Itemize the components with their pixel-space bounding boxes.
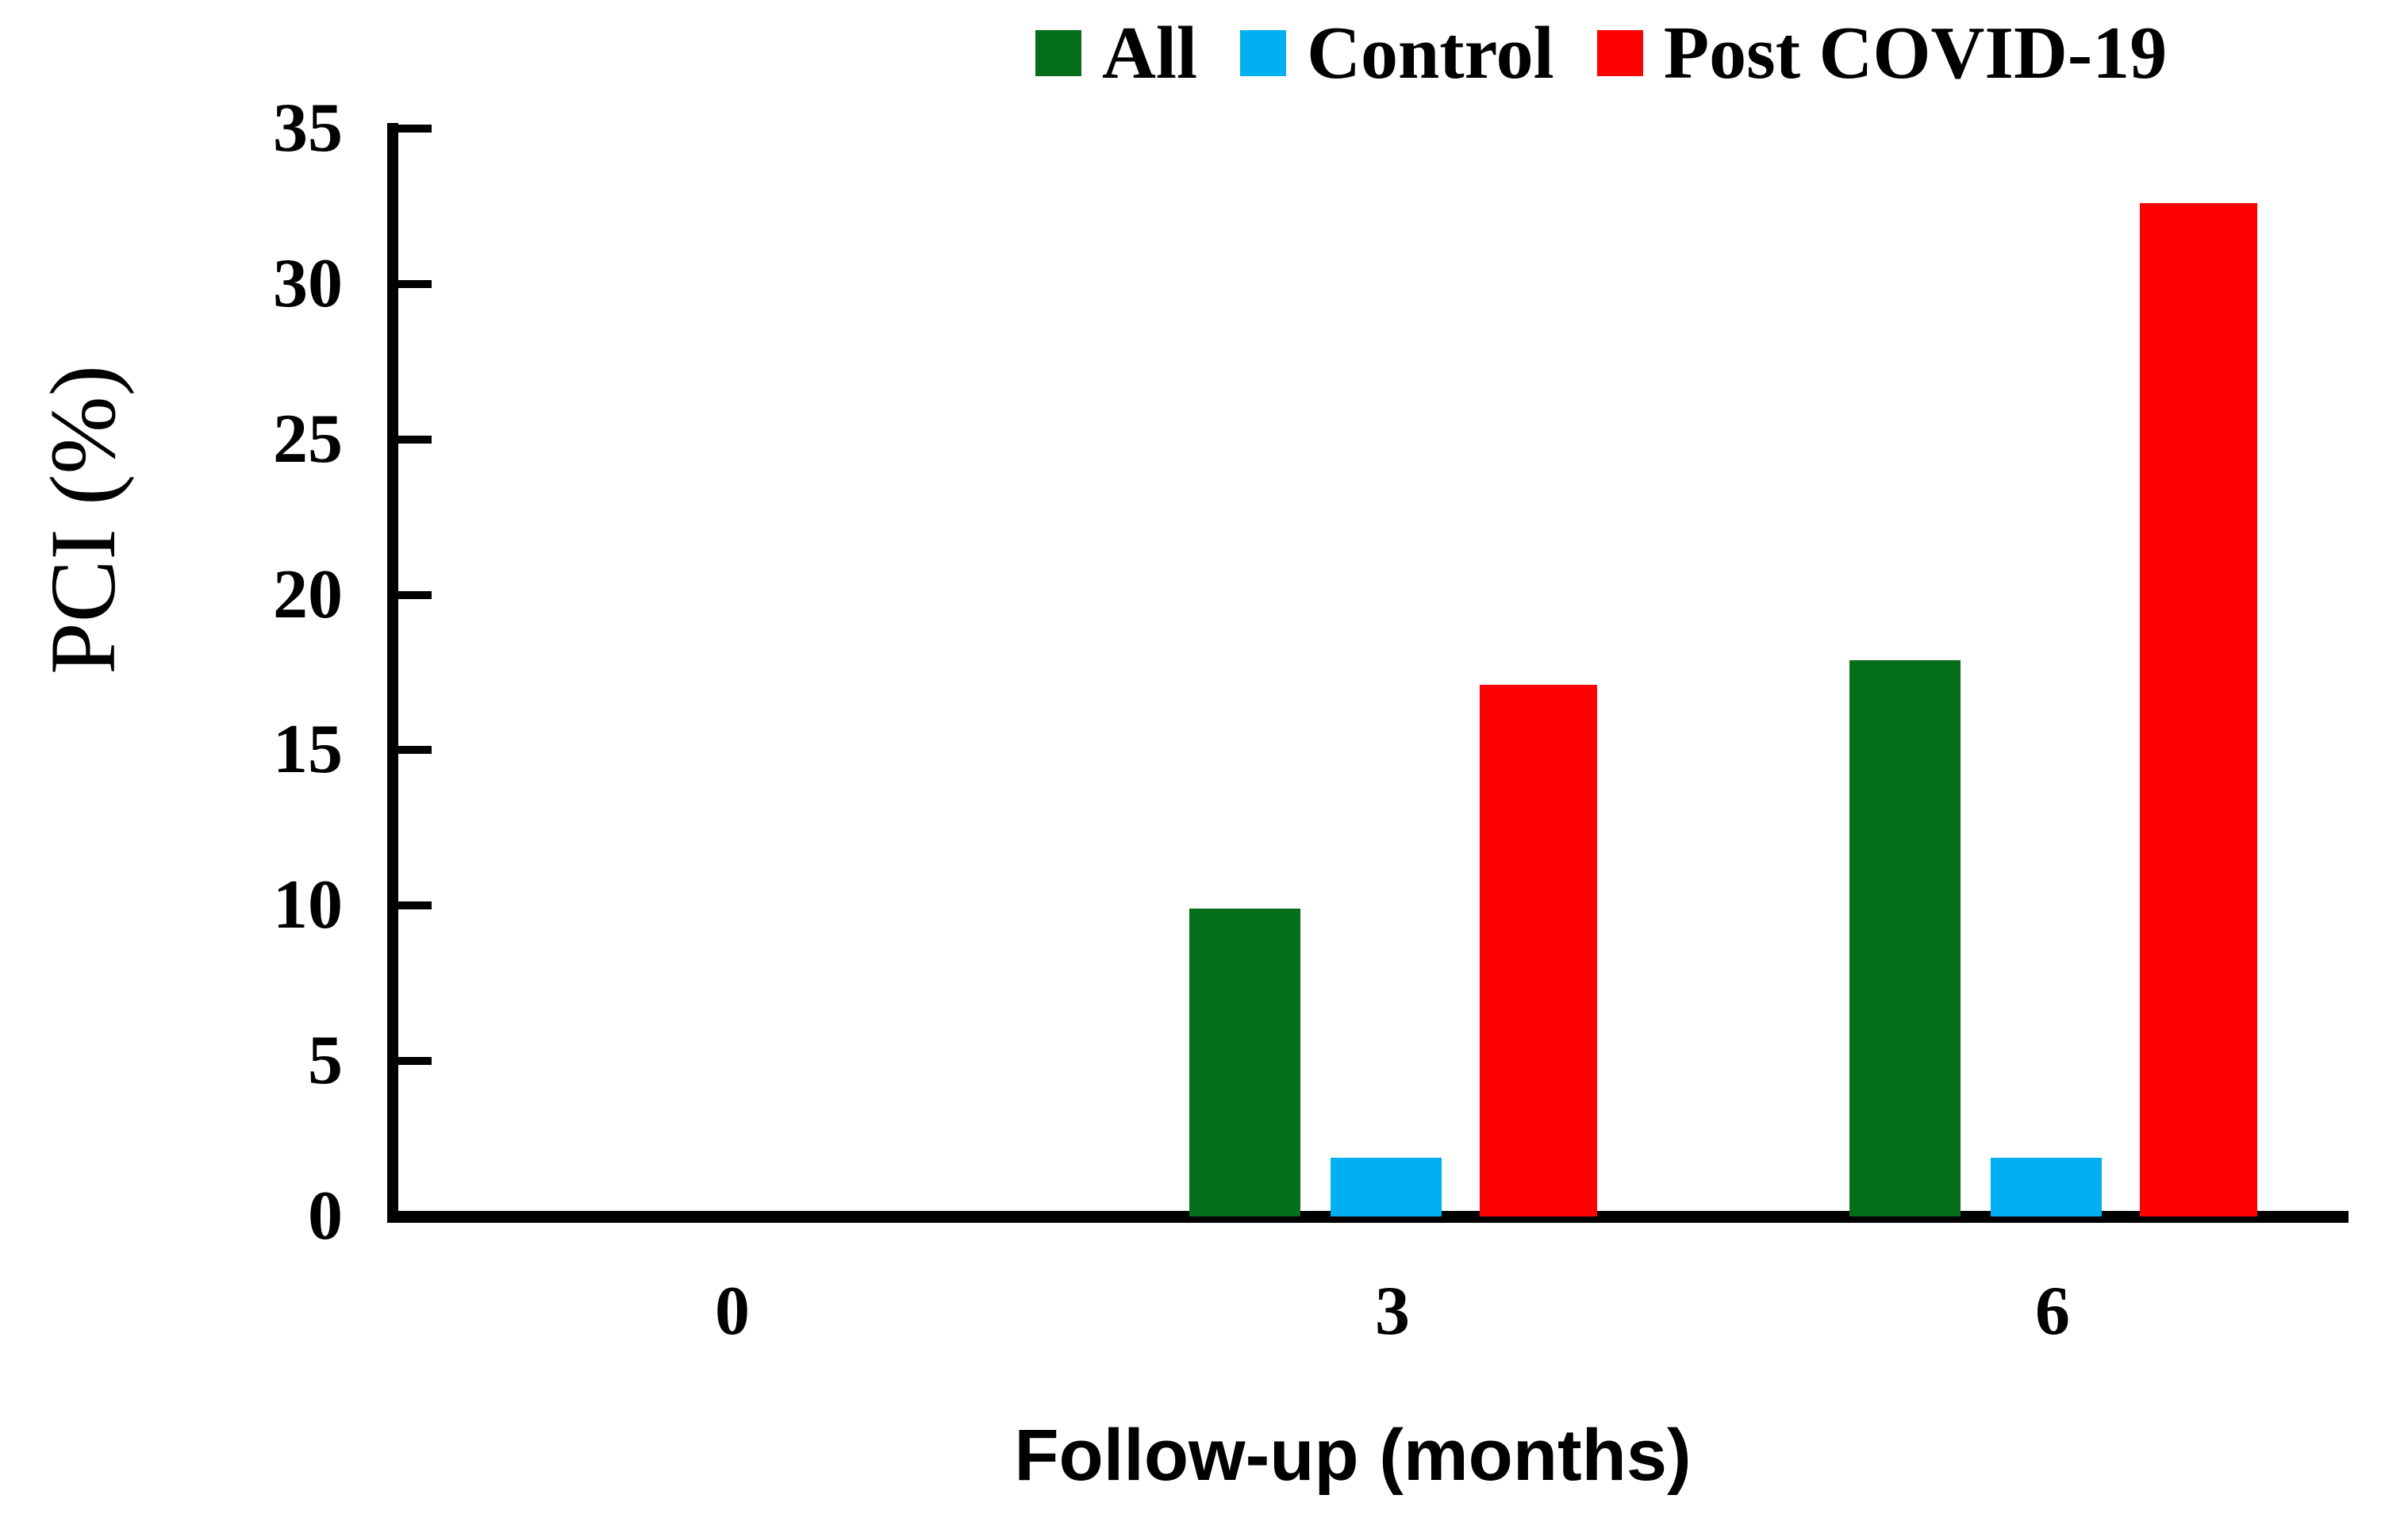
bar-all-month-3 [1189,909,1300,1216]
legend-label-post-covid-19: Post COVID-19 [1663,12,2168,94]
y-axis-title: PCI (%) [31,364,135,675]
y-tick-label-25: 25 [273,401,343,478]
x-axis-title: Follow-up (months) [1014,1415,1692,1496]
y-tick-mark-25 [398,436,432,444]
bar-post-covid-19-month-6 [2140,203,2257,1216]
y-tick-mark-30 [398,280,432,288]
x-tick-label-6: 6 [2035,1273,2070,1350]
x-tick-label-3: 3 [1375,1273,1410,1350]
legend-swatch-post-covid-19 [1596,30,1643,76]
y-tick-label-20: 20 [273,556,343,633]
legend-item-post-covid-19: Post COVID-19 [1596,6,2168,101]
y-tick-label-10: 10 [273,867,343,943]
legend-swatch-all [1035,30,1081,76]
legend-item-control: Control [1240,6,1554,101]
x-tick-label-0: 0 [715,1273,750,1350]
bar-all-month-6 [1849,660,1961,1216]
legend-item-all: All [1035,6,1197,101]
y-tick-mark-5 [398,1057,432,1065]
y-tick-mark-20 [398,591,432,599]
legend-label-all: All [1102,12,1198,94]
y-tick-mark-15 [398,746,432,754]
y-tick-label-35: 35 [273,90,343,167]
y-tick-label-0: 0 [308,1178,343,1255]
legend: All Control Post COVID-19 [1035,2,2167,105]
legend-label-control: Control [1307,12,1554,94]
bar-control-month-3 [1331,1158,1442,1216]
y-tick-label-30: 30 [273,245,343,322]
y-tick-label-5: 5 [308,1022,343,1099]
y-tick-mark-35 [398,125,432,133]
bar-control-month-6 [1991,1158,2102,1216]
y-axis-line [387,123,398,1223]
y-tick-label-15: 15 [273,711,343,788]
legend-swatch-control [1240,30,1287,76]
bar-post-covid-19-month-3 [1480,685,1597,1216]
y-tick-mark-10 [398,901,432,909]
